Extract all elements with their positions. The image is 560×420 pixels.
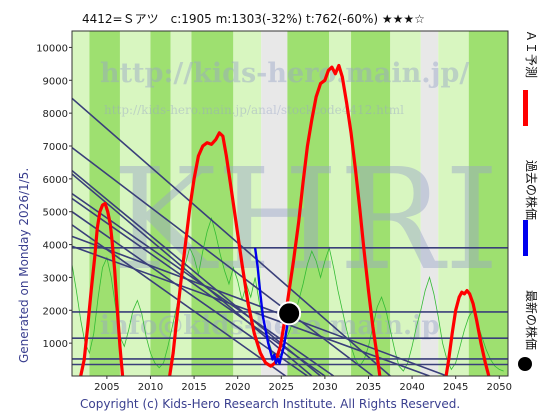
trend-line-3 bbox=[72, 173, 313, 376]
band-3 bbox=[150, 31, 171, 376]
legend-past-label: 過去の株価 bbox=[524, 160, 539, 220]
x-tick-label-7: 2040 bbox=[399, 382, 424, 393]
ai-forecast-line-2 bbox=[444, 288, 491, 376]
legend-latest: 最新の株価 bbox=[518, 290, 539, 371]
x-tick-label-2: 2015 bbox=[181, 382, 206, 393]
watermark-email: info@kids-hero.main.jp bbox=[100, 311, 440, 341]
x-tick-label-6: 2035 bbox=[356, 382, 381, 393]
ai-forecast-line-0 bbox=[79, 201, 125, 376]
y-tick-label-8: 9000 bbox=[43, 76, 68, 87]
band-6 bbox=[233, 31, 262, 376]
side-generated-date: Generated on Monday 2026/1/5. bbox=[17, 168, 31, 363]
latest-marker-group bbox=[277, 301, 302, 326]
y-tick-label-0: 1000 bbox=[43, 339, 68, 350]
watermark-url: http://kids-hero.main.jp/ bbox=[100, 58, 469, 89]
past-price-line bbox=[253, 247, 291, 365]
x-tick-label-9: 2050 bbox=[487, 382, 512, 393]
thin-green-line bbox=[72, 216, 504, 372]
y-tick-label-6: 7000 bbox=[43, 142, 68, 153]
legend-latest-label: 最新の株価 bbox=[524, 290, 539, 350]
copyright-text: Copyright (c) Kids-Hero Research Institu… bbox=[80, 397, 460, 411]
legend-ai: ＡＩ予測 bbox=[523, 30, 538, 126]
plot-frame bbox=[71, 30, 509, 377]
legend: ＡＩ予測 過去の株価 最新の株価 bbox=[518, 30, 539, 371]
axes: 1000 2000 3000 4000 5000 6000 7000 8000 9000 1000… bbox=[36, 30, 512, 393]
latest-price-marker bbox=[277, 301, 302, 326]
watermark: http://kids-hero.main.jp/ http://kids-he… bbox=[100, 58, 499, 341]
y-tick-label-5: 6000 bbox=[43, 175, 68, 186]
y-tick-label-1: 2000 bbox=[43, 306, 68, 317]
legend-latest-dot bbox=[518, 357, 532, 371]
y-tick-label-9: 10000 bbox=[36, 43, 68, 54]
band-4 bbox=[170, 31, 192, 376]
trend-line-0 bbox=[72, 97, 391, 376]
chart-title: 4412=Ｓアツ c:1905 m:1303(-32%) t:762(-60%)… bbox=[82, 12, 425, 26]
watermark-url-sub: http://kids-hero.main.jp/anal/stockcode4… bbox=[104, 103, 404, 117]
legend-past-swatch bbox=[523, 220, 528, 256]
y-tick-label-7: 8000 bbox=[43, 109, 68, 120]
x-tick-label-1: 2010 bbox=[138, 382, 163, 393]
x-tick-label-3: 2020 bbox=[225, 382, 250, 393]
legend-past: 過去の株価 bbox=[523, 160, 539, 256]
ai-forecast-line-1 bbox=[168, 63, 382, 376]
trend-line-2 bbox=[72, 170, 322, 376]
x-tick-label-5: 2030 bbox=[312, 382, 337, 393]
x-tick-label-4: 2025 bbox=[269, 382, 294, 393]
trend-line-8 bbox=[72, 235, 448, 376]
y-tick-label-4: 5000 bbox=[43, 208, 68, 219]
y-tick-label-2: 3000 bbox=[43, 273, 68, 284]
band-11 bbox=[390, 31, 421, 376]
x-tick-label-0: 2005 bbox=[94, 382, 119, 393]
plot-area: http://kids-hero.main.jp/ http://kids-he… bbox=[72, 31, 508, 376]
band-9 bbox=[329, 31, 352, 376]
legend-ai-label: ＡＩ予測 bbox=[524, 30, 538, 78]
x-tick-label-8: 2045 bbox=[443, 382, 468, 393]
y-tick-label-3: 4000 bbox=[43, 241, 68, 252]
series-lines bbox=[79, 63, 491, 376]
legend-ai-swatch bbox=[523, 90, 528, 126]
thin-green-polyline bbox=[72, 216, 504, 372]
